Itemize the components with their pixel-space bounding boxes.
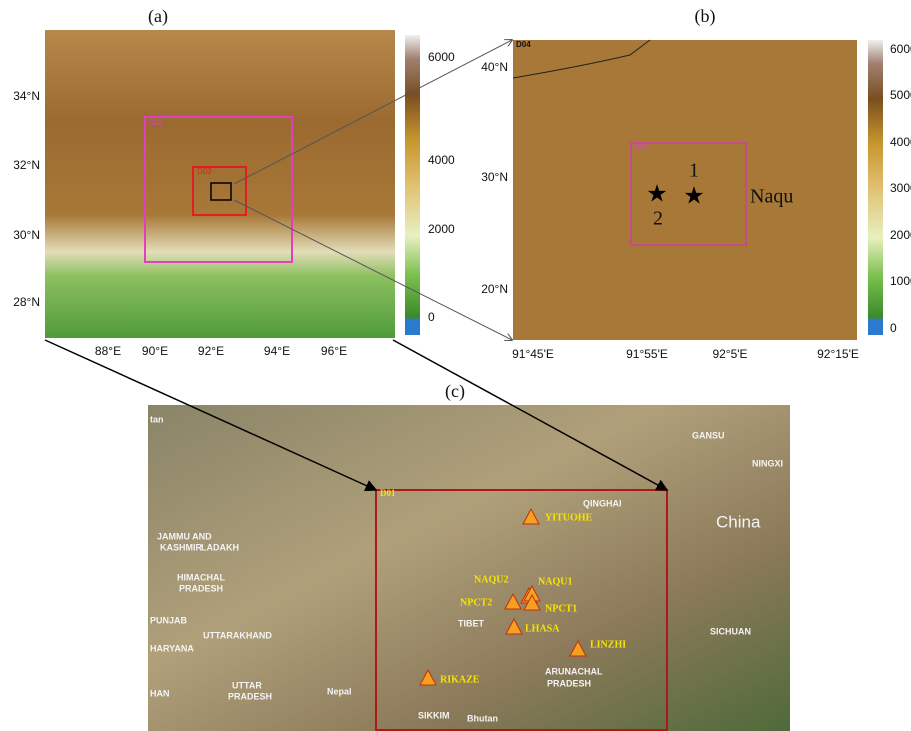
region-label: HIMACHAL	[177, 572, 225, 582]
region-label: PRADESH	[547, 678, 591, 688]
region-label: ARUNACHAL	[545, 666, 603, 676]
region-label: PRADESH	[179, 583, 223, 593]
station-label: NAQU1	[538, 576, 572, 587]
region-label: PRADESH	[228, 691, 272, 701]
colorbar-label: 4000	[428, 153, 455, 167]
domain-label: D03	[197, 167, 212, 176]
region-label: HARYANA	[150, 643, 194, 653]
x-tick-label: 92°E	[198, 344, 224, 358]
colorbar-b	[868, 40, 883, 335]
station-label: YITUOHE	[545, 512, 593, 523]
x-tick-label: 92°15'E	[817, 347, 859, 361]
region-label: Nepal	[327, 686, 352, 696]
domain-label: D01	[380, 488, 396, 498]
colorbar-label: 0	[428, 310, 435, 324]
station-label: RIKAZE	[440, 674, 480, 685]
x-tick-label: 88°E	[95, 344, 121, 358]
figure: (a) 34°N 32°N 30°N 28°N 88°E 90°E 92°E 94°E 96°E 6…	[0, 0, 911, 731]
x-tick-label: 90°E	[142, 344, 168, 358]
domain-label: D04	[516, 40, 531, 49]
station-label: LINZHI	[590, 639, 626, 650]
site-star: ★	[646, 180, 668, 207]
x-tick-label: 91°55'E	[626, 347, 668, 361]
colorbar-label: 3000	[890, 181, 911, 195]
region-label: Bhutan	[467, 713, 498, 723]
station-label: NPCT1	[545, 603, 577, 614]
y-tick-label: 20°N	[481, 282, 508, 296]
region-label: UTTAR	[232, 680, 262, 690]
region-label: PUNJAB	[150, 615, 188, 625]
panel-label: (b)	[695, 6, 716, 27]
x-tick-label: 92°5'E	[712, 347, 747, 361]
map-a	[45, 30, 395, 338]
region-label: China	[716, 512, 761, 531]
y-tick-label: 34°N	[13, 89, 40, 103]
station-label: NPCT2	[460, 597, 492, 608]
y-tick-label: 30°N	[481, 170, 508, 184]
station-label: LHASA	[525, 623, 560, 634]
region-label: TIBET	[458, 618, 485, 628]
domain-label: D02	[148, 118, 163, 127]
station-label: NAQU2	[474, 574, 508, 585]
region-label: LADAKH	[201, 542, 239, 552]
x-tick-label: 91°45'E	[512, 347, 554, 361]
y-tick-label: 30°N	[13, 228, 40, 242]
region-label: tan	[150, 414, 164, 424]
y-tick-label: 28°N	[13, 295, 40, 309]
colorbar-label: 2000	[890, 228, 911, 242]
colorbar-label: 6000	[890, 42, 911, 56]
colorbar-label: 0	[890, 321, 897, 335]
region-label: SIKKIM	[418, 710, 450, 720]
place-label: Naqu	[750, 186, 793, 208]
region-label: NINGXI	[752, 458, 783, 468]
colorbar-label: 2000	[428, 222, 455, 236]
site-star: ★	[683, 182, 705, 209]
region-label: UTTARAKHAND	[203, 630, 272, 640]
colorbar-label: 6000	[428, 50, 455, 64]
x-tick-label: 94°E	[264, 344, 290, 358]
site-label: 1	[689, 160, 699, 182]
domain-label: D05	[634, 143, 649, 152]
region-label: HAN	[150, 688, 170, 698]
panel-label: (a)	[148, 6, 168, 27]
colorbar-label: 4000	[890, 135, 911, 149]
panel-label: (c)	[445, 381, 465, 402]
region-label: JAMMU AND	[157, 531, 212, 541]
region-label: QINGHAI	[583, 498, 622, 508]
site-label: 2	[653, 208, 663, 230]
y-tick-label: 40°N	[481, 60, 508, 74]
region-label: KASHMIR	[160, 542, 202, 552]
region-label: SICHUAN	[710, 626, 751, 636]
region-label: GANSU	[692, 430, 725, 440]
colorbar-label: 5000	[890, 88, 911, 102]
y-tick-label: 32°N	[13, 158, 40, 172]
x-tick-label: 96°E	[321, 344, 347, 358]
